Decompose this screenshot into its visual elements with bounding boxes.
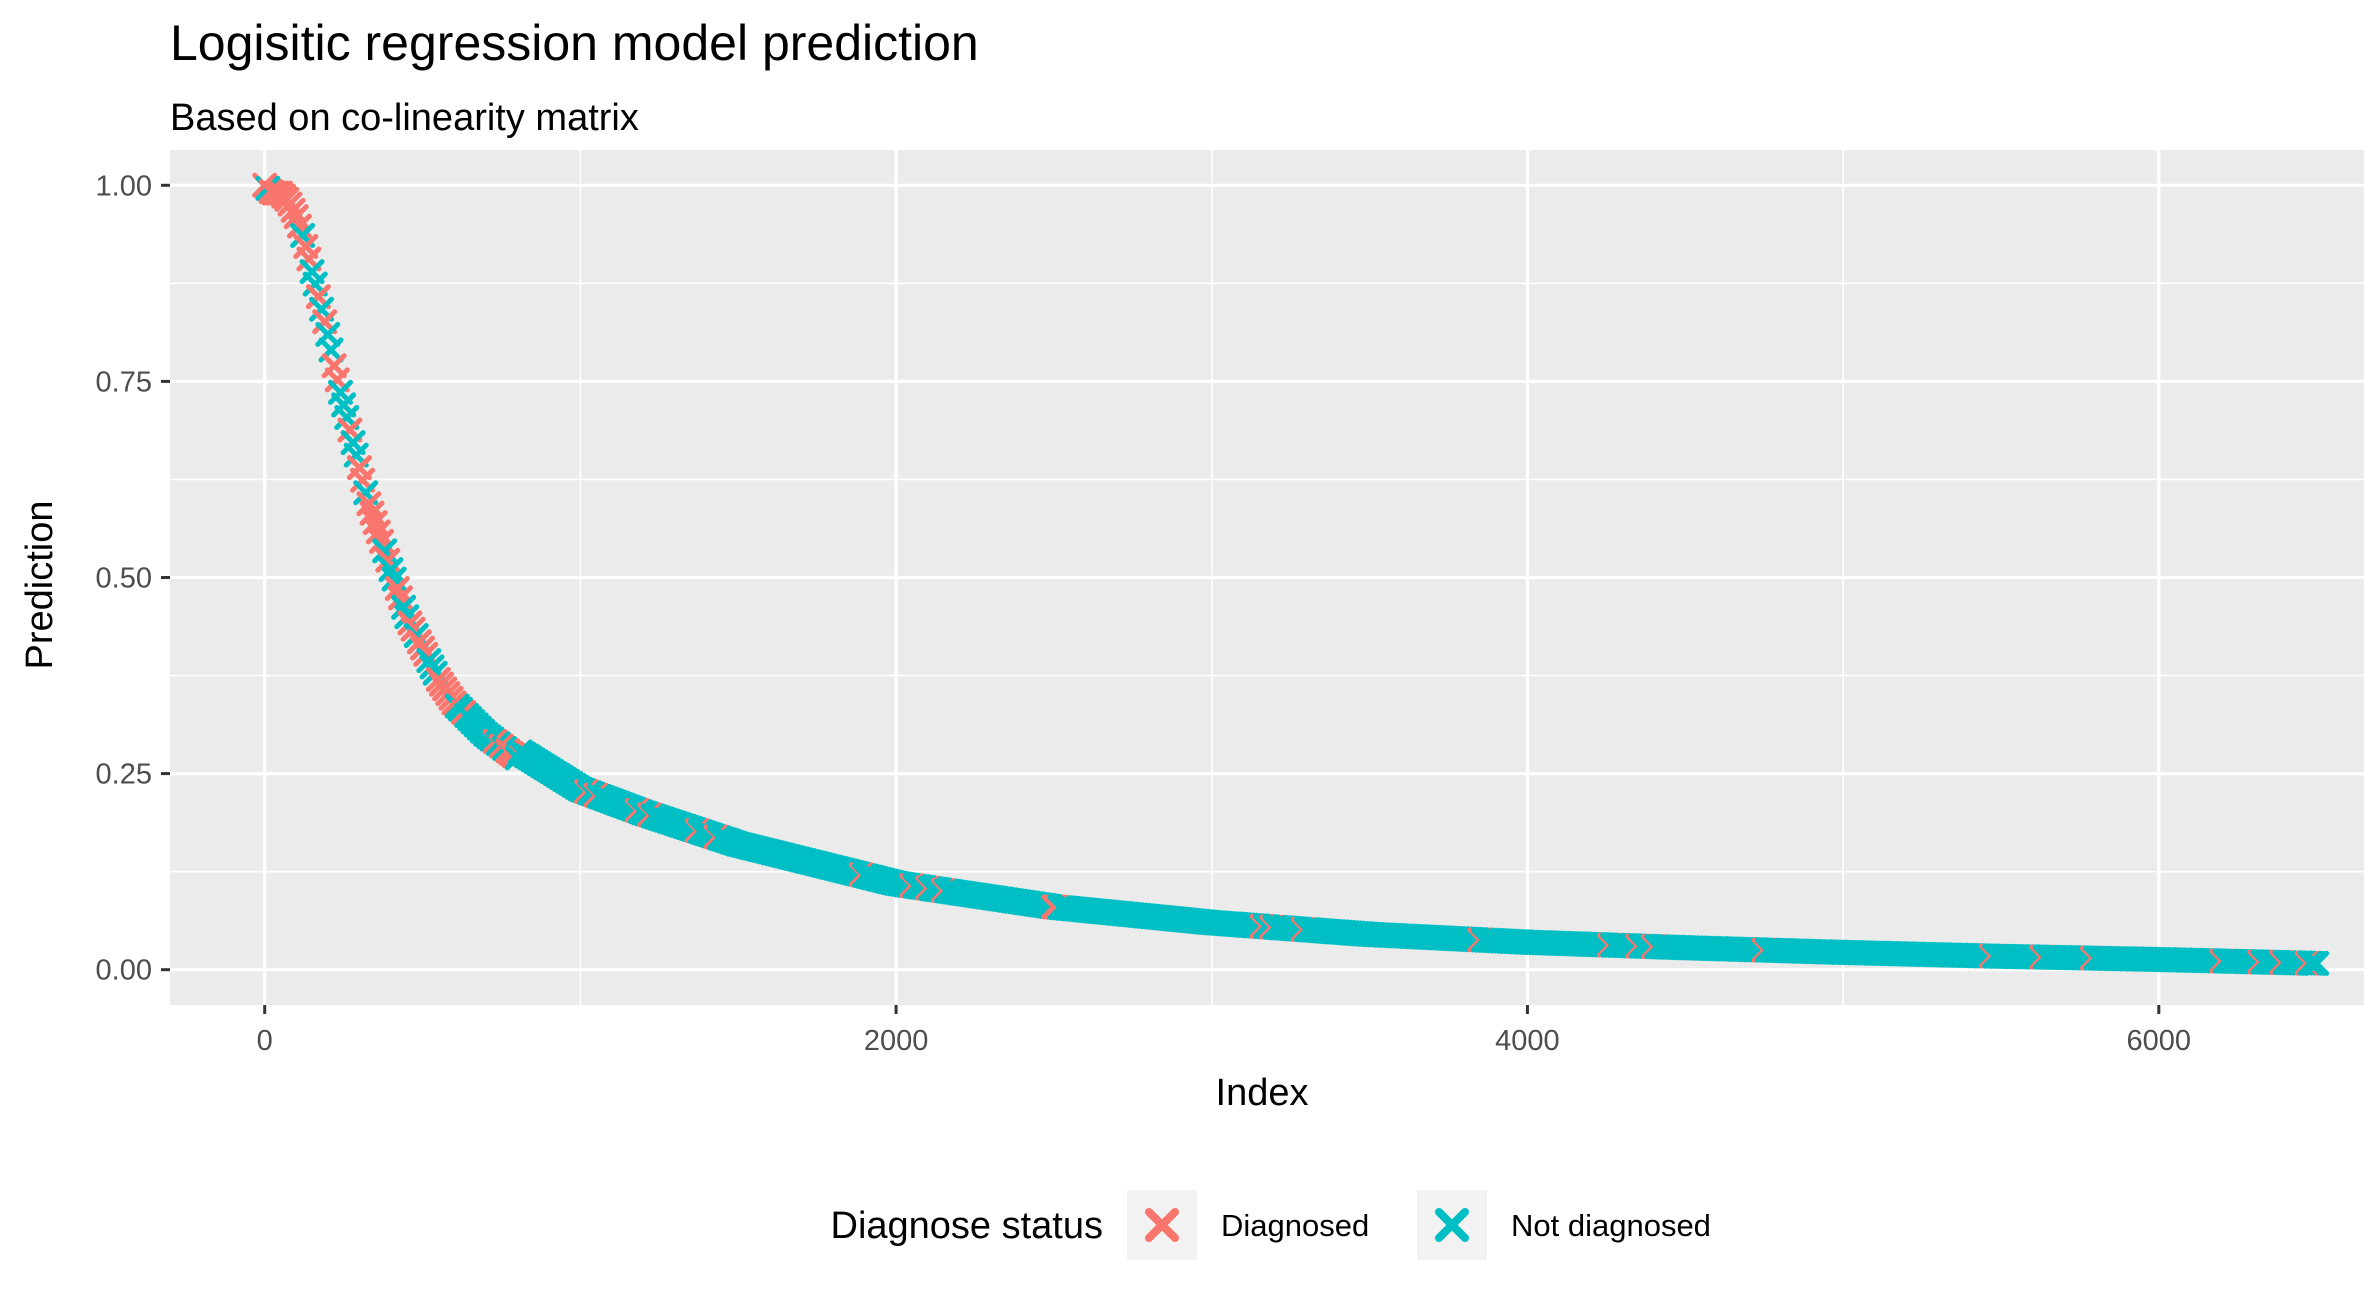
y-tick-label: 0.00 <box>96 955 152 987</box>
y-tick-label: 0.25 <box>96 759 152 791</box>
x-axis: 0 2000 4000 6000 <box>257 1005 2191 1057</box>
data-points <box>252 172 2330 976</box>
legend-item-diagnosed: Diagnosed <box>1127 1190 1369 1260</box>
x-tick-label: 0 <box>257 1025 273 1057</box>
legend-marker-diagnosed <box>1145 1208 1179 1242</box>
chart-subtitle: Based on co-linearity matrix <box>170 97 639 139</box>
x-axis-title: Index <box>1216 1072 1309 1114</box>
y-tick-label: 0.50 <box>96 563 152 595</box>
legend: Diagnose status Diagnosed Not diagnosed <box>831 1190 1711 1260</box>
data-point <box>2304 950 2330 976</box>
y-tick-label: 1.00 <box>96 170 152 202</box>
y-tick-label: 0.75 <box>96 366 152 398</box>
legend-item-not-diagnosed: Not diagnosed <box>1417 1190 1711 1260</box>
chart-title: Logisitic regression model prediction <box>170 15 979 71</box>
x-tick-label: 2000 <box>864 1025 929 1057</box>
legend-label-diagnosed: Diagnosed <box>1221 1208 1369 1243</box>
y-axis: 0.00 0.25 0.50 0.75 1.00 <box>96 170 170 987</box>
x-tick-label: 4000 <box>1495 1025 1560 1057</box>
legend-label-not-diagnosed: Not diagnosed <box>1511 1208 1711 1243</box>
legend-title: Diagnose status <box>831 1205 1104 1247</box>
x-tick-label: 6000 <box>2127 1025 2192 1057</box>
legend-x-marker <box>1435 1208 1469 1242</box>
legend-x-marker <box>1145 1208 1179 1242</box>
grid-major <box>170 150 2364 1005</box>
y-axis-title: Prediction <box>19 501 61 670</box>
legend-marker-not-diagnosed <box>1435 1208 1469 1242</box>
